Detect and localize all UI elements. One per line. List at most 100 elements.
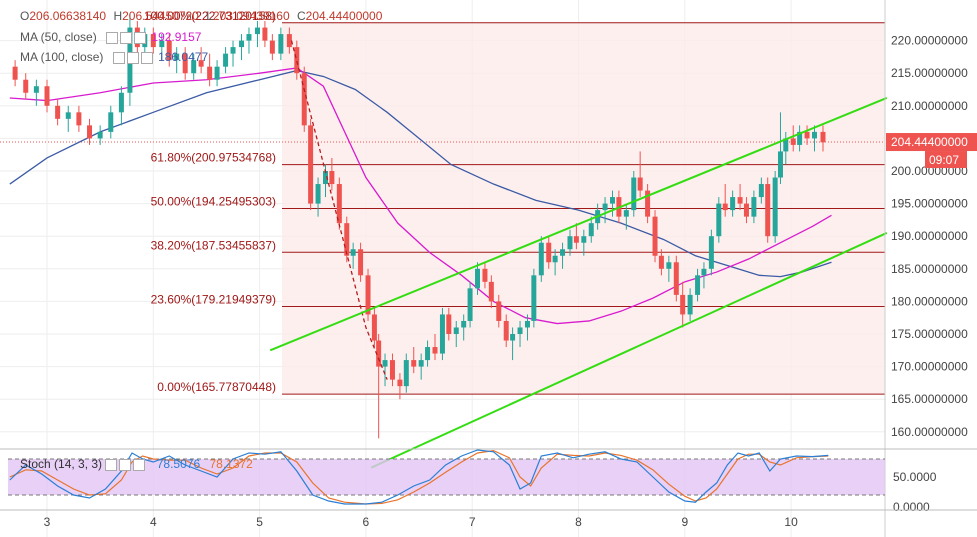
candle-body: [461, 320, 467, 328]
candle-body: [652, 216, 658, 256]
fib-level-label: 23.60%(179.21949379): [151, 292, 276, 306]
ma100-legend[interactable]: MA (100, close) 186.0477: [20, 50, 208, 64]
ma50-line: [9, 67, 832, 325]
candle-body: [467, 288, 473, 321]
candle-body: [573, 236, 579, 243]
close-icon[interactable]: [140, 51, 153, 64]
candle-body: [716, 203, 722, 237]
price-axis[interactable]: 220.00000000215.00000000210.00000000205.…: [884, 0, 977, 537]
gear-icon[interactable]: [119, 458, 132, 471]
eye-icon[interactable]: [112, 51, 125, 64]
candle-body: [108, 112, 114, 132]
candle-body: [397, 379, 403, 387]
candle-body: [411, 360, 417, 367]
candle-body: [645, 190, 651, 217]
candle-body: [198, 60, 204, 67]
stoch-tick-label: 0.0000: [893, 500, 930, 514]
candle-body: [166, 40, 172, 61]
time-tick-label: 5: [256, 515, 263, 529]
candle-body: [538, 242, 544, 276]
candle-body: [365, 275, 371, 315]
close-icon[interactable]: [134, 31, 147, 44]
stoch-tick-label: 50.0000: [893, 470, 937, 484]
gear-icon[interactable]: [120, 31, 133, 44]
candle-body: [811, 131, 817, 139]
time-axis[interactable]: 3 4 5 6 7 8 9 10: [0, 509, 977, 529]
candle-body: [262, 27, 268, 41]
candle-body: [254, 27, 260, 35]
stochastic-panel: 50.0000 0.0000: [0, 448, 977, 514]
candle-body: [182, 53, 188, 74]
candle-body: [743, 203, 749, 217]
candle-body: [336, 184, 342, 224]
current-price-value: 204.44400000: [891, 135, 968, 149]
candle-body: [482, 268, 488, 282]
candle-body: [389, 360, 395, 380]
price-tick-label: 195.00000000: [891, 197, 968, 211]
candle-body: [87, 125, 93, 139]
candle-body: [425, 347, 431, 361]
price-tick-label: 160.00000000: [891, 425, 968, 439]
price-tick-label: 210.00000000: [891, 99, 968, 113]
candle-body: [239, 40, 245, 48]
candles: [12, 14, 826, 439]
candle-body: [623, 210, 629, 217]
candle-body: [453, 327, 459, 334]
candle-body: [758, 184, 764, 198]
fib-level-label: 100.00%(222.73120158): [144, 9, 276, 23]
current-price-tag: [886, 133, 977, 152]
candle-body: [517, 327, 523, 334]
close-label: C: [296, 9, 306, 23]
candle-body: [23, 79, 29, 93]
channel-lower-line: [370, 232, 888, 469]
candle-body: [797, 131, 803, 145]
time-tick-label: 9: [681, 515, 688, 529]
candle-body: [772, 177, 778, 237]
channel-upper-line: [269, 97, 888, 352]
ma100-value: 186.0477: [158, 50, 209, 64]
time-tick-label: 3: [44, 515, 51, 529]
time-tick-label: 7: [469, 515, 476, 529]
low-value: 203.09439160: [212, 9, 290, 23]
fib-level-label: 50.00%(194.25495303): [151, 194, 276, 208]
candle-body: [329, 171, 335, 185]
close-icon[interactable]: [133, 458, 146, 471]
candle-body: [475, 268, 481, 289]
candle-body: [55, 105, 61, 119]
fibonacci-levels: 100.00%(222.73120158) 61.80%(200.97534768…: [0, 9, 885, 395]
time-tick-label: 4: [150, 515, 157, 529]
candle-body: [631, 177, 637, 211]
ma100-line: [9, 69, 832, 278]
candle-body: [278, 34, 284, 54]
eye-icon[interactable]: [106, 31, 119, 44]
candle-body: [666, 262, 672, 269]
ma100-label: MA (100, close): [20, 50, 104, 64]
high-label: H: [113, 9, 123, 23]
fib-level-label: 0.00%(165.77870448): [157, 380, 276, 394]
ma50-legend[interactable]: MA (50, close) 192.9157: [20, 30, 201, 44]
candle-body: [730, 197, 736, 211]
eye-icon[interactable]: [105, 458, 118, 471]
candle-body: [294, 47, 300, 74]
candle-body: [546, 242, 552, 263]
candle-body: [567, 236, 573, 250]
price-tick-label: 215.00000000: [891, 66, 968, 80]
price-tick-label: 185.00000000: [891, 262, 968, 276]
price-tick-label: 165.00000000: [891, 392, 968, 406]
candle-body: [777, 151, 783, 178]
candle-body: [223, 53, 229, 67]
fib-level-label: 38.20%(187.53455837): [151, 238, 276, 252]
candle-body: [446, 314, 452, 334]
price-tick-label: 170.00000000: [891, 360, 968, 374]
candle-body: [687, 294, 693, 315]
stoch-legend[interactable]: Stoch (14, 3, 3) 78.5076 78.1372: [20, 457, 253, 471]
candle-body: [315, 184, 321, 204]
candle-body: [65, 112, 71, 119]
candle-body: [496, 301, 502, 321]
ma50-value: 192.9157: [151, 30, 202, 44]
close-value: 204.44400000: [305, 9, 383, 23]
price-channel[interactable]: [269, 97, 888, 469]
gear-icon[interactable]: [126, 51, 139, 64]
candle-body: [751, 197, 757, 217]
